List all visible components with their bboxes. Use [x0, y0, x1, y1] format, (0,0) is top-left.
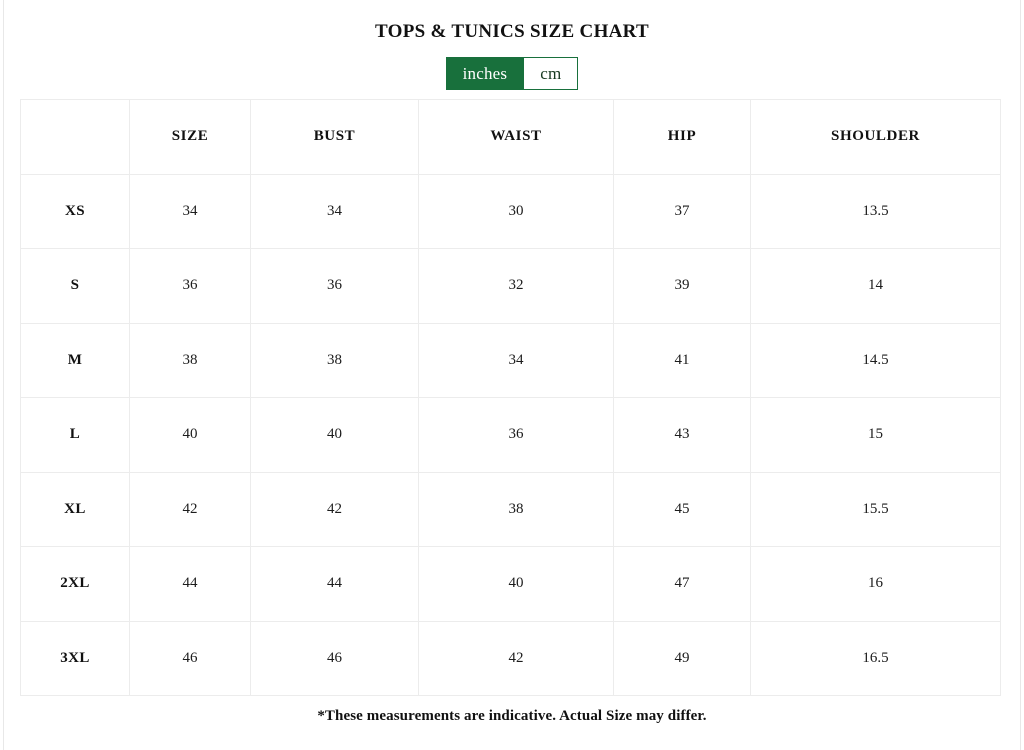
cell-size: 40 — [129, 397, 251, 473]
page-edge-right — [1020, 0, 1021, 750]
unit-toggle[interactable]: inches cm — [445, 56, 579, 90]
cell-bust: 46 — [250, 620, 419, 696]
cell-size: 36 — [129, 248, 251, 324]
cell-waist: 32 — [418, 248, 614, 324]
cell-waist: 40 — [418, 546, 614, 622]
row-label: 3XL — [20, 620, 130, 696]
row-label: 2XL — [20, 546, 130, 622]
cell-shoulder: 15.5 — [750, 471, 1001, 547]
unit-toggle-inches[interactable]: inches — [446, 57, 524, 89]
cell-bust: 34 — [250, 173, 419, 249]
cell-hip: 49 — [613, 620, 751, 696]
cell-shoulder: 16.5 — [750, 620, 1001, 696]
table-header: SIZE BUST WAIST HIP SHOULDER — [20, 99, 1001, 175]
table-header-row: SIZE BUST WAIST HIP SHOULDER — [20, 99, 1001, 175]
cell-hip: 43 — [613, 397, 751, 473]
column-header-hip: HIP — [613, 99, 751, 175]
table-row: 3XL 46 46 42 49 16.5 — [20, 620, 1001, 696]
cell-size: 34 — [129, 173, 251, 249]
cell-bust: 42 — [250, 471, 419, 547]
cell-size: 42 — [129, 471, 251, 547]
unit-toggle-cm[interactable]: cm — [523, 57, 578, 89]
column-header-blank — [20, 99, 130, 175]
cell-size: 46 — [129, 620, 251, 696]
table-row: L 40 40 36 43 15 — [20, 397, 1001, 473]
cell-bust: 44 — [250, 546, 419, 622]
table-row: XL 42 42 38 45 15.5 — [20, 471, 1001, 547]
row-label: XL — [20, 471, 130, 547]
column-header-bust: BUST — [250, 99, 419, 175]
table-row: M 38 38 34 41 14.5 — [20, 322, 1001, 398]
column-header-size: SIZE — [129, 99, 251, 175]
cell-shoulder: 16 — [750, 546, 1001, 622]
table-row: XS 34 34 30 37 13.5 — [20, 173, 1001, 249]
cell-shoulder: 13.5 — [750, 173, 1001, 249]
table-row: S 36 36 32 39 14 — [20, 248, 1001, 324]
cell-hip: 47 — [613, 546, 751, 622]
cell-bust: 36 — [250, 248, 419, 324]
row-label: XS — [20, 173, 130, 249]
cell-hip: 41 — [613, 322, 751, 398]
cell-waist: 42 — [418, 620, 614, 696]
cell-shoulder: 14.5 — [750, 322, 1001, 398]
cell-bust: 40 — [250, 397, 419, 473]
size-chart-table-container: SIZE BUST WAIST HIP SHOULDER XS 34 34 30… — [20, 99, 1001, 696]
cell-size: 44 — [129, 546, 251, 622]
cell-bust: 38 — [250, 322, 419, 398]
cell-waist: 34 — [418, 322, 614, 398]
cell-waist: 36 — [418, 397, 614, 473]
column-header-waist: WAIST — [418, 99, 614, 175]
cell-shoulder: 15 — [750, 397, 1001, 473]
row-label: L — [20, 397, 130, 473]
cell-hip: 39 — [613, 248, 751, 324]
cell-hip: 45 — [613, 471, 751, 547]
row-label: M — [20, 322, 130, 398]
cell-waist: 30 — [418, 173, 614, 249]
cell-hip: 37 — [613, 173, 751, 249]
unit-toggle-container: inches cm — [0, 56, 1024, 90]
table-body: XS 34 34 30 37 13.5 S 36 36 32 39 14 M — [20, 173, 1001, 696]
table-row: 2XL 44 44 40 47 16 — [20, 546, 1001, 622]
measurements-disclaimer: *These measurements are indicative. Actu… — [317, 708, 707, 724]
cell-size: 38 — [129, 322, 251, 398]
row-label: S — [20, 248, 130, 324]
page-title: TOPS & TUNICS SIZE CHART — [374, 21, 650, 42]
column-header-shoulder: SHOULDER — [750, 99, 1001, 175]
page-edge-left — [3, 0, 4, 750]
size-chart-table: SIZE BUST WAIST HIP SHOULDER XS 34 34 30… — [20, 99, 1001, 696]
cell-waist: 38 — [418, 471, 614, 547]
cell-shoulder: 14 — [750, 248, 1001, 324]
